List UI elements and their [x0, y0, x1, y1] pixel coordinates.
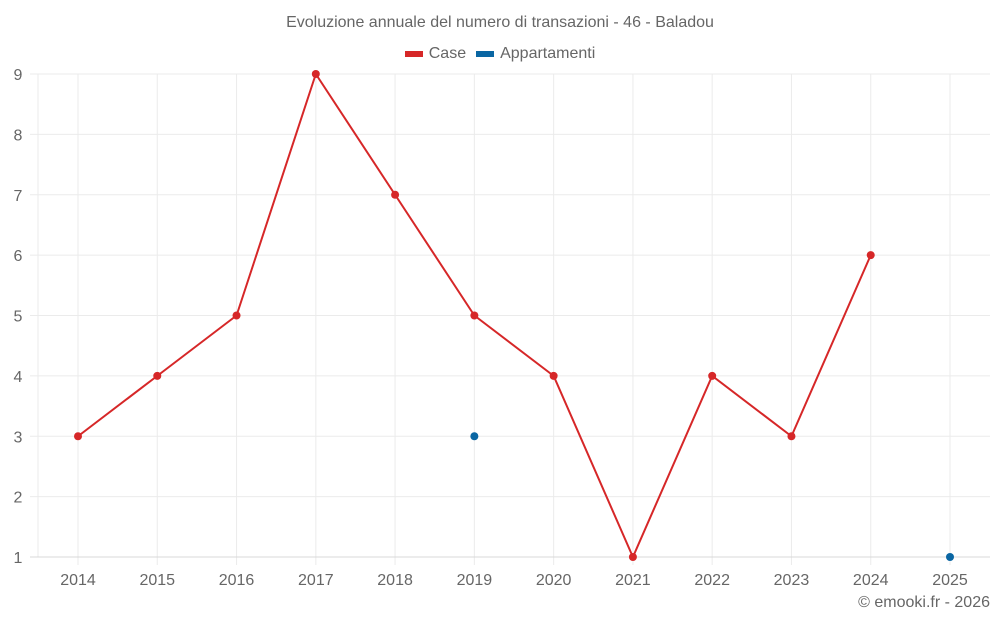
x-tick-label: 2014 — [60, 572, 96, 589]
y-tick-label: 1 — [14, 550, 23, 567]
y-tick-label: 8 — [14, 127, 23, 144]
y-tick-label: 4 — [14, 369, 23, 386]
data-point-case[interactable] — [391, 190, 400, 199]
data-point-case[interactable] — [708, 371, 717, 380]
legend: Case Appartamenti — [0, 45, 1000, 63]
grid — [30, 73, 990, 565]
data-point-case[interactable] — [866, 251, 875, 260]
y-tick-label: 6 — [14, 248, 23, 265]
data-point-case[interactable] — [153, 371, 162, 380]
legend-item-case[interactable]: Case — [404, 45, 467, 63]
legend-label-case: Case — [428, 45, 467, 62]
series — [74, 70, 954, 561]
chart-title: Evoluzione annuale del numero di transaz… — [286, 14, 714, 31]
x-tick-label: 2018 — [377, 572, 413, 589]
legend-item-appartamenti[interactable]: Appartamenti — [476, 45, 595, 63]
y-tick-label: 5 — [14, 309, 23, 326]
data-point-appartamenti[interactable] — [946, 553, 954, 561]
x-tick-label: 2021 — [615, 572, 651, 589]
y-tick-label: 2 — [14, 490, 23, 507]
x-tick-label: 2019 — [457, 572, 493, 589]
data-point-case[interactable] — [470, 311, 479, 320]
x-tick-label: 2016 — [219, 572, 255, 589]
x-tick-label: 2023 — [774, 572, 810, 589]
y-tick-label: 7 — [14, 188, 23, 205]
data-point-appartamenti[interactable] — [470, 432, 479, 441]
data-point-case[interactable] — [232, 311, 241, 320]
y-axis: 1 2 3 4 5 6 7 8 9 — [14, 67, 23, 567]
x-tick-label: 2024 — [853, 572, 889, 589]
x-axis: 2014 2015 2016 2017 2018 2019 2020 2021 2022 2023… — [60, 572, 968, 589]
case-swatch-icon — [404, 51, 423, 57]
data-point-case[interactable] — [74, 432, 82, 441]
x-tick-label: 2025 — [932, 572, 968, 589]
data-point-case[interactable] — [787, 432, 796, 441]
x-tick-label: 2015 — [139, 572, 175, 589]
data-point-case[interactable] — [311, 70, 320, 78]
y-tick-label: 9 — [14, 67, 23, 84]
x-tick-label: 2020 — [536, 572, 572, 589]
credit: © emooki.fr - 2026 — [858, 594, 990, 611]
data-point-case[interactable] — [628, 553, 637, 561]
x-tick-label: 2022 — [694, 572, 730, 589]
y-tick-label: 3 — [14, 429, 23, 446]
x-tick-label: 2017 — [298, 572, 334, 589]
data-point-case[interactable] — [549, 371, 558, 380]
legend-label-appartamenti: Appartamenti — [500, 45, 596, 62]
appartamenti-swatch-icon — [476, 51, 495, 57]
